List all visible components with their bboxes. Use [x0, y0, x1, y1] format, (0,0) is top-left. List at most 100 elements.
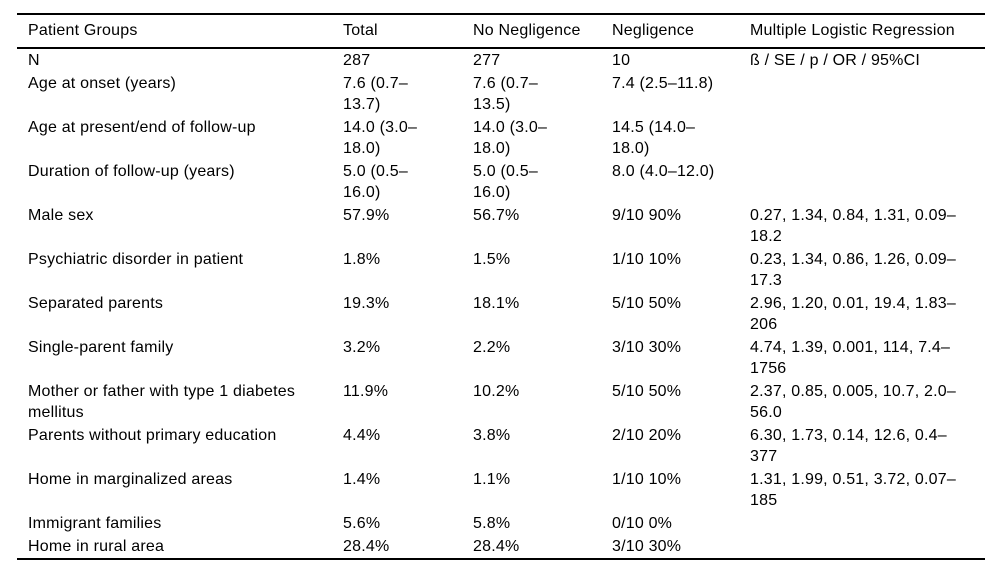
table-cell: 1/10 10% [612, 468, 750, 512]
table-cell: Immigrant families [17, 512, 343, 535]
table-cell: 19.3% [343, 292, 473, 336]
table-row: Mother or father with type 1 diabetes mel… [17, 380, 985, 424]
cell-line: 3.2% [343, 339, 381, 356]
patient-groups-table: Patient Groups Total No Negligence Negli… [17, 13, 985, 560]
table-cell: ß / SE / p / OR / 95%CI [750, 48, 985, 72]
table-cell: N [17, 48, 343, 72]
cell-line: 0.23, 1.34, 0.86, 1.26, 0.09– [750, 251, 956, 268]
cell-line: 7.6 (0.7– [473, 75, 538, 92]
table-cell: 14.0 (3.0– 18.0) [343, 116, 473, 160]
cell-line: 2.96, 1.20, 0.01, 19.4, 1.83– [750, 295, 956, 312]
table-cell: 0.27, 1.34, 0.84, 1.31, 0.09– 18.2 [750, 204, 985, 248]
table-cell: Home in marginalized areas [17, 468, 343, 512]
table-cell: 1.4% [343, 468, 473, 512]
cell-line: 5/10 50% [612, 295, 682, 312]
cell-line: 2.37, 0.85, 0.005, 10.7, 2.0– [750, 383, 956, 400]
cell-line: 5.8% [473, 515, 511, 532]
table-cell: Single-parent family [17, 336, 343, 380]
cell-line: 1.5% [473, 251, 511, 268]
cell-line: 5/10 50% [612, 383, 682, 400]
cell-line: 185 [750, 492, 778, 509]
table-cell: 6.30, 1.73, 0.14, 12.6, 0.4– 377 [750, 424, 985, 468]
cell-line: 56.7% [473, 207, 520, 224]
table-cell: 10.2% [473, 380, 612, 424]
cell-line: 57.9% [343, 207, 390, 224]
cell-line: 14.0 (3.0– [343, 119, 418, 136]
cell-line: 206 [750, 316, 778, 333]
table-cell: 14.0 (3.0– 18.0) [473, 116, 612, 160]
cell-line: Duration of follow-up (years) [28, 163, 235, 180]
table-row: Home in rural area 28.4% 28.4% 3/10 30% [17, 535, 985, 559]
cell-line: 18.2 [750, 228, 782, 245]
cell-line: 18.0) [343, 140, 381, 157]
table-cell: Age at present/end of follow-up [17, 116, 343, 160]
cell-line: Mother or father with type 1 diabetes [28, 383, 296, 400]
cell-line: 19.3% [343, 295, 390, 312]
cell-line: 1.8% [343, 251, 381, 268]
table-cell: 5/10 50% [612, 292, 750, 336]
table-cell: 3.2% [343, 336, 473, 380]
cell-line: 2/10 20% [612, 427, 682, 444]
cell-line: 28.4% [343, 538, 390, 555]
table-cell: Duration of follow-up (years) [17, 160, 343, 204]
column-header-patient-groups: Patient Groups [17, 13, 343, 49]
table-row: Single-parent family 3.2% 2.2% 3/10 30% 4.74… [17, 336, 985, 380]
cell-line: 28.4% [473, 538, 520, 555]
cell-line: ß / SE / p / OR / 95%CI [750, 52, 920, 69]
table-row: Age at onset (years) 7.6 (0.7– 13.7) 7.6 (0… [17, 72, 985, 116]
cell-line: 9/10 90% [612, 207, 682, 224]
table-row: Separated parents 19.3% 18.1% 5/10 50% 2.96,… [17, 292, 985, 336]
table-cell: 28.4% [343, 535, 473, 559]
table-cell [750, 535, 985, 559]
cell-line: 17.3 [750, 272, 782, 289]
cell-line: 8.0 (4.0–12.0) [612, 163, 715, 180]
table-cell: Parents without primary education [17, 424, 343, 468]
cell-line: Home in rural area [28, 538, 165, 555]
table-cell: 7.6 (0.7– 13.5) [473, 72, 612, 116]
cell-line: 1/10 10% [612, 471, 682, 488]
cell-line: Psychiatric disorder in patient [28, 251, 244, 268]
table-cell: 1/10 10% [612, 248, 750, 292]
table-cell: 1.31, 1.99, 0.51, 3.72, 0.07– 185 [750, 468, 985, 512]
table-cell: 2/10 20% [612, 424, 750, 468]
table-cell: 5.8% [473, 512, 612, 535]
table-cell: 0.23, 1.34, 0.86, 1.26, 0.09– 17.3 [750, 248, 985, 292]
column-header-multiple-logistic-regression: Multiple Logistic Regression [750, 13, 985, 49]
column-header-total: Total [343, 13, 473, 49]
table-cell: 3/10 30% [612, 336, 750, 380]
table-cell: 287 [343, 48, 473, 72]
cell-line: 11.9% [343, 383, 389, 400]
cell-line: Single-parent family [28, 339, 174, 356]
table-cell: 4.74, 1.39, 0.001, 114, 7.4– 1756 [750, 336, 985, 380]
table-cell: 2.37, 0.85, 0.005, 10.7, 2.0– 56.0 [750, 380, 985, 424]
table-cell: 5.0 (0.5– 16.0) [343, 160, 473, 204]
table-header-row: Patient Groups Total No Negligence Negli… [17, 13, 985, 49]
cell-line: 2.2% [473, 339, 511, 356]
cell-line: 16.0) [473, 184, 511, 201]
column-header-no-negligence: No Negligence [473, 13, 612, 49]
table-cell: 0/10 0% [612, 512, 750, 535]
table-cell [750, 72, 985, 116]
table-cell: Home in rural area [17, 535, 343, 559]
table-cell: 3/10 30% [612, 535, 750, 559]
table-cell: 1.8% [343, 248, 473, 292]
cell-line: Home in marginalized areas [28, 471, 233, 488]
cell-line: 10 [612, 52, 631, 69]
column-header-negligence: Negligence [612, 13, 750, 49]
table-cell [750, 116, 985, 160]
table-cell: Psychiatric disorder in patient [17, 248, 343, 292]
cell-line [750, 161, 985, 182]
table-cell: 57.9% [343, 204, 473, 248]
cell-line: N [28, 52, 40, 69]
cell-line: 14.0 (3.0– [473, 119, 548, 136]
cell-line: 287 [343, 52, 371, 69]
cell-line: 3.8% [473, 427, 511, 444]
cell-line [750, 513, 985, 534]
table-row: Home in marginalized areas 1.4% 1.1% 1/10 1… [17, 468, 985, 512]
table-cell: 5.6% [343, 512, 473, 535]
table-cell: 7.6 (0.7– 13.7) [343, 72, 473, 116]
cell-line: 10.2% [473, 383, 520, 400]
table-cell: 2.2% [473, 336, 612, 380]
cell-line: 5.0 (0.5– [343, 163, 408, 180]
